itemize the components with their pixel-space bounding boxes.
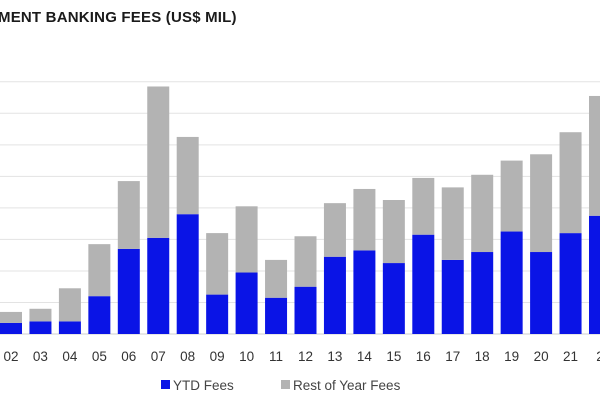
x-tick-label: 21 xyxy=(563,349,578,364)
x-tick-label: 17 xyxy=(445,349,460,364)
bar-rest-of-year-fees-12 xyxy=(294,236,317,287)
bar-ytd-fees-03 xyxy=(29,321,52,334)
x-tick-label: 20 xyxy=(534,349,549,364)
bar-ytd-fees-16 xyxy=(412,234,435,334)
bar-ytd-fees-15 xyxy=(382,263,405,334)
x-tick-label: 14 xyxy=(357,349,373,364)
bar-ytd-fees-13 xyxy=(323,256,346,334)
bar-ytd-fees-05 xyxy=(88,296,111,334)
bar-ytd-fees-08 xyxy=(176,214,199,334)
bar-rest-of-year-fees-11 xyxy=(265,259,288,298)
bar-rest-of-year-fees-02 xyxy=(0,311,22,323)
bar-rest-of-year-fees-16 xyxy=(412,177,435,235)
bar-ytd-fees-21 xyxy=(559,233,582,334)
legend-label-ytd-fees: YTD Fees xyxy=(173,378,234,393)
legend-swatch-rest-of-year-fees xyxy=(281,380,290,389)
bar-ytd-fees-04 xyxy=(58,321,81,334)
x-tick-label: 16 xyxy=(416,349,431,364)
bar-rest-of-year-fees-09 xyxy=(206,233,229,295)
bar-rest-of-year-fees-08 xyxy=(176,136,199,215)
bar-ytd-fees-2 xyxy=(589,215,600,334)
bar-rest-of-year-fees-20 xyxy=(530,154,553,253)
bar-ytd-fees-17 xyxy=(441,259,464,334)
bar-ytd-fees-07 xyxy=(147,237,170,334)
bar-rest-of-year-fees-17 xyxy=(441,187,464,260)
x-tick-label: 18 xyxy=(475,349,490,364)
bar-rest-of-year-fees-2 xyxy=(589,95,600,216)
x-tick-label: 10 xyxy=(239,349,254,364)
bar-ytd-fees-06 xyxy=(117,248,140,334)
chart-title: MENT BANKING FEES (US$ MIL) xyxy=(0,9,237,26)
x-tick-label: 03 xyxy=(33,349,48,364)
bar-rest-of-year-fees-14 xyxy=(353,188,376,251)
bar-rest-of-year-fees-13 xyxy=(323,203,346,257)
x-tick-label: 05 xyxy=(92,349,107,364)
bar-rest-of-year-fees-06 xyxy=(117,181,140,249)
x-tick-label: 13 xyxy=(327,349,342,364)
x-tick-label: 06 xyxy=(121,349,136,364)
bar-rest-of-year-fees-04 xyxy=(58,288,81,322)
bar-rest-of-year-fees-15 xyxy=(382,200,405,264)
bar-ytd-fees-10 xyxy=(235,272,258,334)
x-tick-label: 07 xyxy=(151,349,166,364)
bar-series xyxy=(0,86,600,334)
bar-ytd-fees-20 xyxy=(530,252,553,334)
x-tick-label: 04 xyxy=(62,349,78,364)
bar-ytd-fees-19 xyxy=(500,231,523,334)
bar-rest-of-year-fees-21 xyxy=(559,132,582,234)
x-tick-label: 09 xyxy=(210,349,225,364)
bar-rest-of-year-fees-03 xyxy=(29,308,52,322)
bar-rest-of-year-fees-07 xyxy=(147,86,170,238)
bar-rest-of-year-fees-19 xyxy=(500,160,523,232)
bar-ytd-fees-12 xyxy=(294,286,317,334)
x-tick-label: 08 xyxy=(180,349,195,364)
bar-rest-of-year-fees-10 xyxy=(235,206,258,273)
x-tick-label: 11 xyxy=(269,349,283,364)
bar-rest-of-year-fees-18 xyxy=(471,174,494,253)
bar-ytd-fees-11 xyxy=(265,297,288,334)
x-tick-label: 12 xyxy=(298,349,313,364)
bar-ytd-fees-02 xyxy=(0,322,22,334)
legend-label-rest-of-year-fees: Rest of Year Fees xyxy=(293,378,401,393)
x-tick-label: 2 xyxy=(596,349,600,364)
x-tick-label: 02 xyxy=(3,349,18,364)
x-tick-label: 19 xyxy=(504,349,519,364)
bar-ytd-fees-09 xyxy=(206,294,229,334)
legend: YTD Fees Rest of Year Fees xyxy=(161,378,401,393)
bar-ytd-fees-14 xyxy=(353,250,376,334)
x-axis-tick-labels: 02 03 04 05 06 07 08 09 10 11 12 13 14 15 16 17 18 19 20 21… xyxy=(3,349,600,364)
x-tick-label: 15 xyxy=(386,349,401,364)
legend-swatch-ytd-fees xyxy=(161,380,170,389)
bar-ytd-fees-18 xyxy=(471,252,494,334)
bar-rest-of-year-fees-05 xyxy=(88,244,111,297)
